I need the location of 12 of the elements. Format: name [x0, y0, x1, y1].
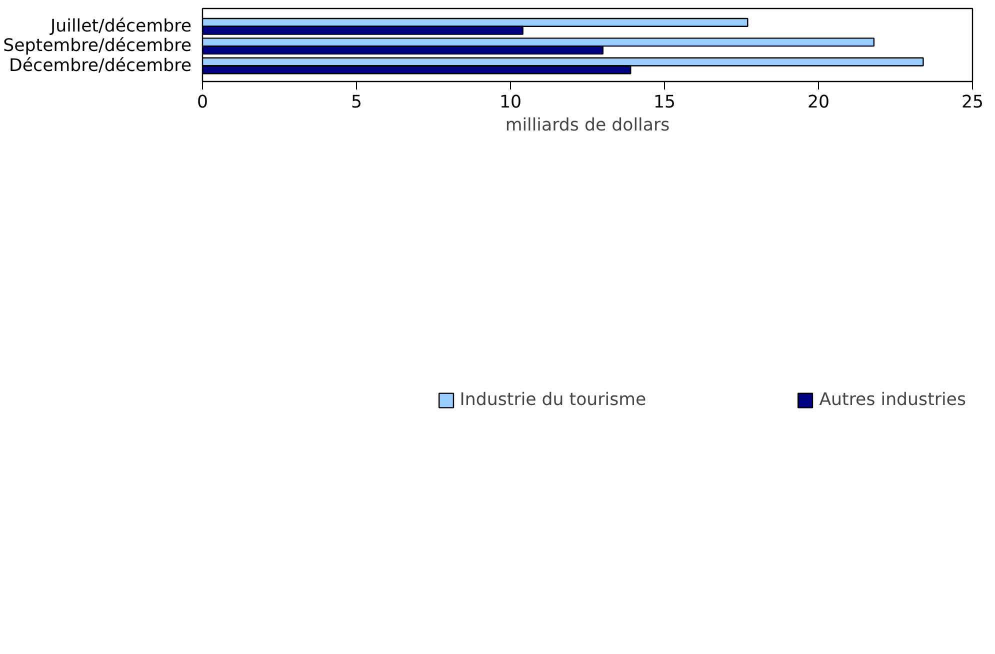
- y-tick-label: Décembre/décembre: [9, 56, 192, 76]
- x-tick-label: 15: [653, 92, 676, 112]
- x-tick-label: 0: [196, 92, 208, 112]
- x-tick-label: 10: [499, 92, 522, 112]
- x-tick-label: 20: [807, 92, 830, 112]
- x-tick-label: 25: [961, 92, 984, 112]
- y-tick-label: Juillet/décembre: [50, 16, 192, 36]
- x-tick-label: 5: [350, 92, 362, 112]
- legend-label: Autres industries: [819, 390, 966, 410]
- legend-label: Industrie du tourisme: [460, 390, 646, 410]
- x-axis-title: milliards de dollars: [505, 116, 670, 136]
- y-tick-label: Septembre/décembre: [3, 36, 192, 56]
